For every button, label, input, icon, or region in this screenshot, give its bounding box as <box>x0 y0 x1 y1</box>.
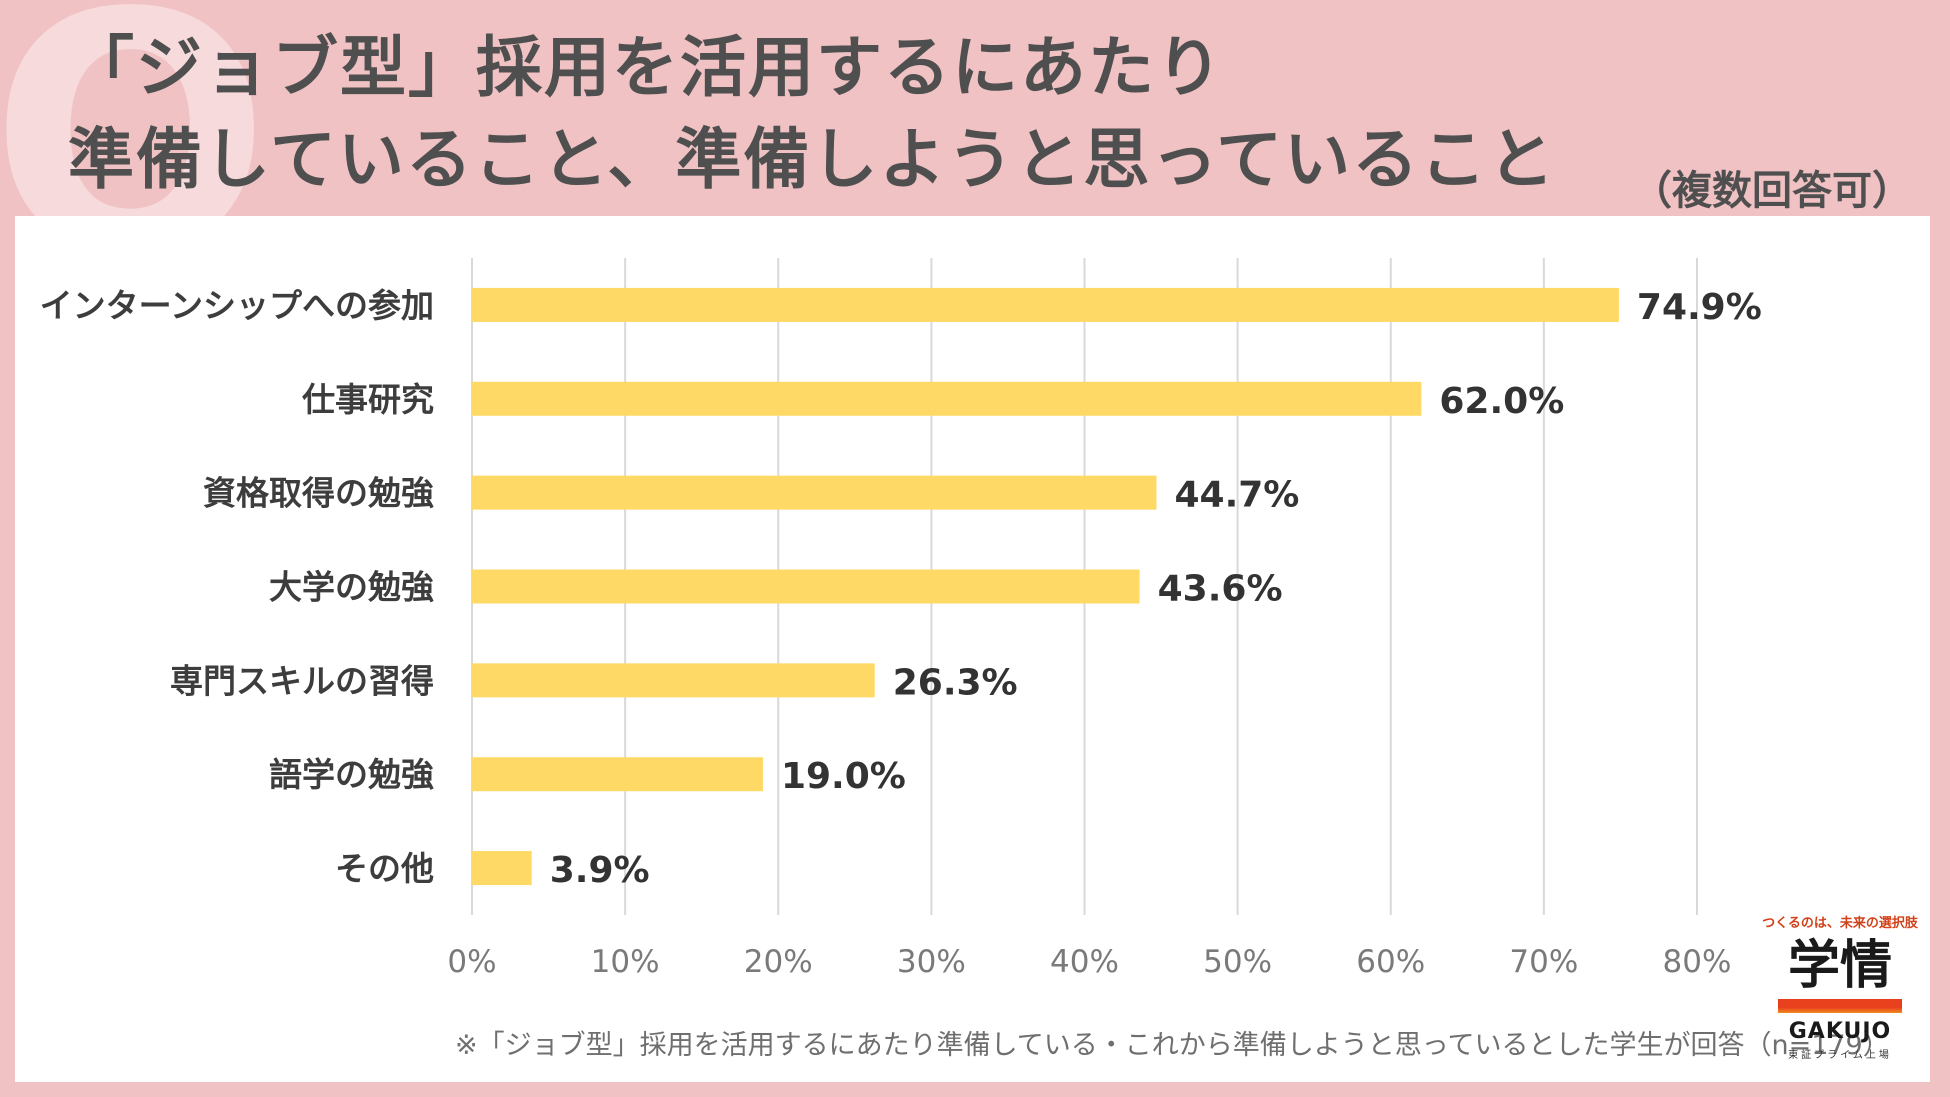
value-label: 44.7% <box>1174 475 1299 516</box>
x-tick-label: 30% <box>897 944 966 980</box>
x-tick-label: 20% <box>744 944 813 980</box>
category-label: 資格取得の勉強 <box>203 474 434 513</box>
bar <box>472 287 1619 322</box>
logo-sub: 東証プライム上場 <box>1788 1050 1892 1061</box>
gakujo-logo: つくるのは、未来の選択肢 学情 GAKUJO 東証プライム上場 <box>1760 912 1920 1082</box>
value-label: 43.6% <box>1158 569 1283 610</box>
bar <box>472 569 1140 604</box>
x-tick-label: 60% <box>1356 944 1425 980</box>
page-title: 「ジョブ型」採用を活用するにあたり 準備していること、準備しようと思っていること <box>68 22 1556 206</box>
category-label: 仕事研究 <box>302 380 434 419</box>
x-tick-label: 0% <box>447 944 496 980</box>
logo-bar <box>1778 999 1902 1013</box>
logo-tagline: つくるのは、未来の選択肢 <box>1762 916 1918 931</box>
category-label: その他 <box>335 849 434 888</box>
category-label: 大学の勉強 <box>269 568 434 607</box>
title-line-1: 「ジョブ型」採用を活用するにあたり <box>68 29 1224 106</box>
footnote: ※「ジョブ型」採用を活用するにあたり準備している・これから準備しようと思っている… <box>455 1030 1890 1061</box>
x-tick-label: 10% <box>591 944 660 980</box>
title-line-2: 準備していること、準備しようと思っていること <box>68 121 1557 198</box>
bar <box>472 381 1422 416</box>
category-label: 語学の勉強 <box>269 755 434 794</box>
multi-answer-note: （複数回答可） <box>1632 168 1912 214</box>
bar <box>472 475 1157 510</box>
bar <box>472 757 763 792</box>
value-label: 3.9% <box>550 850 650 891</box>
value-label: 62.0% <box>1439 381 1564 422</box>
x-tick-label: 40% <box>1050 944 1119 980</box>
bar <box>472 663 875 698</box>
value-label: 26.3% <box>893 662 1018 703</box>
x-tick-label: 80% <box>1663 944 1732 980</box>
category-label: 専門スキルの習得 <box>170 661 434 700</box>
category-label: インターンシップへの参加 <box>40 286 434 325</box>
x-tick-label: 70% <box>1509 944 1578 980</box>
logo-name-en: GAKUJO <box>1788 1019 1892 1044</box>
chart-panel <box>15 216 1930 1082</box>
value-label: 19.0% <box>781 756 906 797</box>
value-label: 74.9% <box>1637 287 1762 328</box>
bar <box>472 851 532 886</box>
x-tick-label: 50% <box>1203 944 1272 980</box>
logo-name-jp: 学情 <box>1787 936 1892 996</box>
